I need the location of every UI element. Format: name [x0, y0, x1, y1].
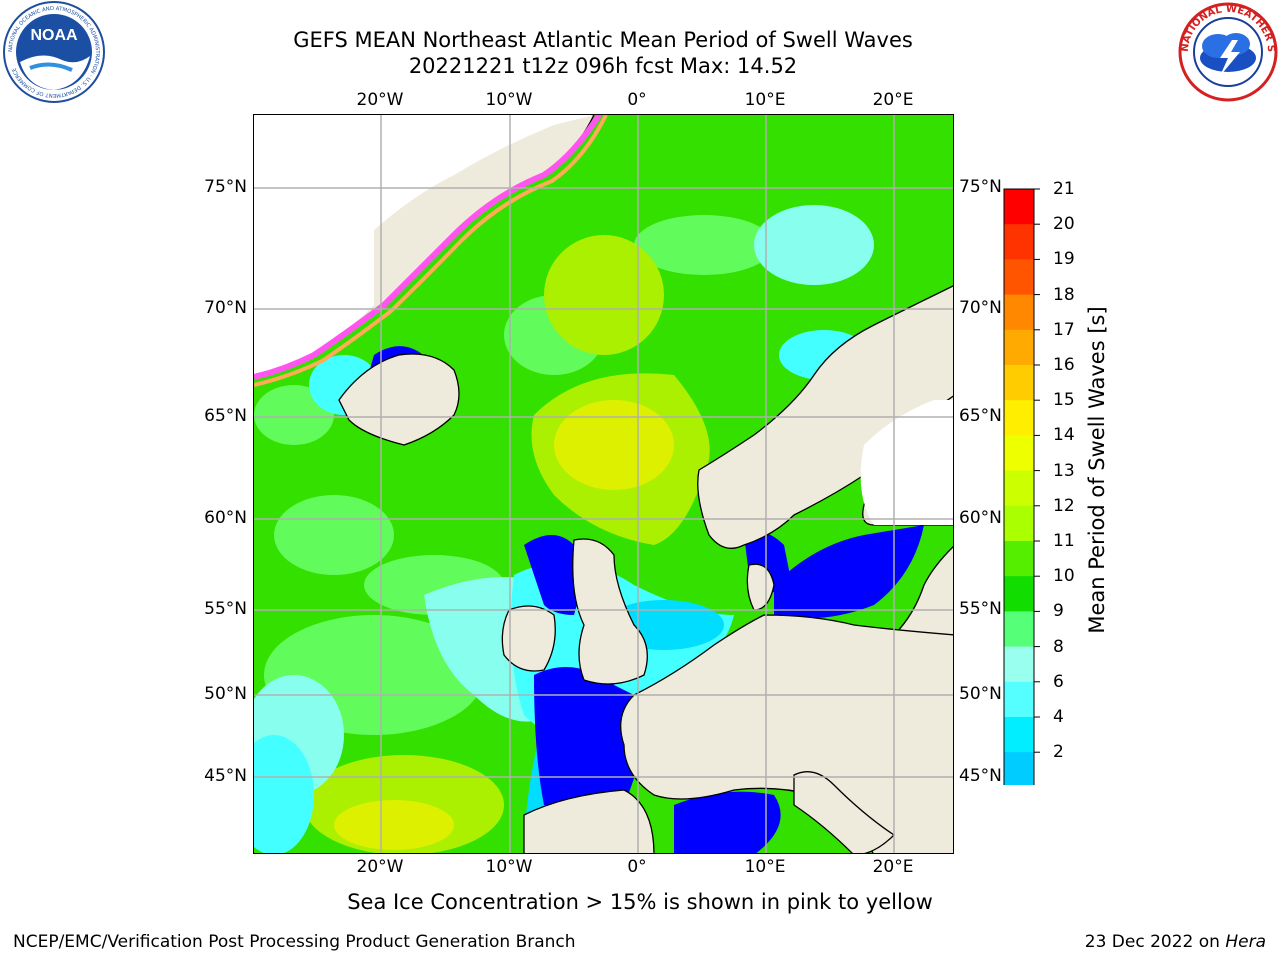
colorbar-tick-label: 18	[1053, 284, 1075, 305]
colorbar-segment	[1004, 435, 1034, 472]
lat-tick-right: 65°N	[959, 406, 1002, 426]
lat-tick-right: 45°N	[959, 766, 1002, 786]
graticule	[254, 115, 953, 853]
lat-tick-left: 55°N	[204, 599, 247, 619]
colorbar-segment	[1004, 329, 1034, 366]
colorbar-tick-label: 2	[1053, 742, 1064, 763]
colorbar-segment	[1004, 470, 1034, 507]
lon-tick-top: 20°E	[872, 90, 914, 110]
colorbar-segment	[1004, 189, 1034, 225]
colorbar-tick-label: 17	[1053, 319, 1075, 340]
colorbar-tick-label: 6	[1053, 671, 1064, 692]
lat-tick-left: 70°N	[204, 298, 247, 318]
footer-date: 23 Dec 2022 on Hera	[1085, 932, 1266, 952]
colorbar-segment	[1004, 752, 1034, 785]
colorbar-segment	[1004, 259, 1034, 296]
noaa-logo-text: NOAA	[30, 27, 78, 44]
colorbar-tick-label: 15	[1053, 390, 1075, 411]
nws-logo: NATIONAL WEATHER SERVICE	[1176, 0, 1278, 102]
footer-date-text: 23 Dec 2022 on	[1084, 932, 1226, 952]
lon-tick-bottom: 20°E	[872, 857, 914, 877]
map-panel	[253, 114, 954, 854]
lat-tick-right: 55°N	[959, 599, 1002, 619]
colorbar-tick-label: 11	[1053, 531, 1075, 551]
colorbar	[1003, 188, 1040, 785]
colorbar-segment	[1004, 365, 1034, 401]
lon-tick-bottom: 20°W	[356, 857, 404, 877]
lat-tick-left: 50°N	[204, 684, 247, 704]
lon-tick-bottom: 0°	[627, 857, 647, 877]
lat-tick-right: 50°N	[959, 684, 1002, 704]
colorbar-tick-label: 8	[1053, 636, 1064, 657]
colorbar-tick-label: 10	[1053, 566, 1075, 587]
colorbar-segment	[1004, 717, 1034, 753]
lon-tick-top: 10°E	[744, 90, 786, 110]
colorbar-segment	[1004, 646, 1034, 683]
lon-tick-bottom: 10°E	[744, 857, 786, 877]
colorbar-tick-label: 20	[1053, 214, 1075, 235]
lat-tick-left: 45°N	[204, 766, 247, 786]
colorbar-segment	[1004, 294, 1034, 331]
colorbar-tick-label: 21	[1053, 179, 1075, 199]
colorbar-tick-label: 19	[1053, 249, 1075, 270]
lat-tick-right: 60°N	[959, 508, 1002, 528]
colorbar-tick-label: 16	[1053, 355, 1075, 375]
lat-tick-right: 70°N	[959, 298, 1002, 318]
colorbar-tick-label: 12	[1053, 495, 1075, 516]
map-title: GEFS MEAN Northeast Atlantic Mean Period…	[293, 28, 913, 52]
lat-tick-left: 60°N	[204, 508, 247, 528]
sea-ice-caption: Sea Ice Concentration > 15% is shown in …	[347, 890, 933, 914]
colorbar-segment	[1004, 541, 1034, 577]
colorbar-tick-label: 4	[1053, 707, 1064, 727]
lon-tick-top: 20°W	[356, 90, 404, 110]
footer-machine: Hera	[1225, 932, 1266, 952]
colorbar-segment	[1004, 224, 1034, 260]
sea-ice-edge	[254, 115, 602, 380]
colorbar-tick-label: 13	[1053, 460, 1075, 481]
lat-tick-right: 75°N	[959, 177, 1002, 197]
lon-tick-top: 0°	[627, 90, 647, 110]
lon-tick-top: 10°W	[485, 90, 533, 110]
colorbar-tick-label: 9	[1053, 601, 1064, 622]
colorbar-segment	[1004, 681, 1034, 718]
colorbar-segment	[1004, 576, 1034, 612]
map-subtitle: 20221221 t12z 096h fcst Max: 14.52	[408, 54, 798, 78]
lat-tick-left: 65°N	[204, 406, 247, 426]
lat-tick-left: 75°N	[204, 177, 247, 197]
colorbar-segment	[1004, 611, 1034, 648]
colorbar-label: Mean Period of Swell Waves [s]	[1085, 306, 1109, 634]
noaa-logo: NOAA NATIONAL OCEANIC AND ATMOSPHERIC AD…	[3, 1, 105, 103]
footer-credit: NCEP/EMC/Verification Post Processing Pr…	[13, 932, 576, 952]
colorbar-segment	[1004, 505, 1034, 542]
colorbar-tick-label: 14	[1053, 425, 1075, 446]
colorbar-segment	[1004, 400, 1034, 436]
sea-ice-region	[254, 115, 594, 377]
swell-period-field	[254, 115, 953, 853]
lon-tick-bottom: 10°W	[485, 857, 533, 877]
